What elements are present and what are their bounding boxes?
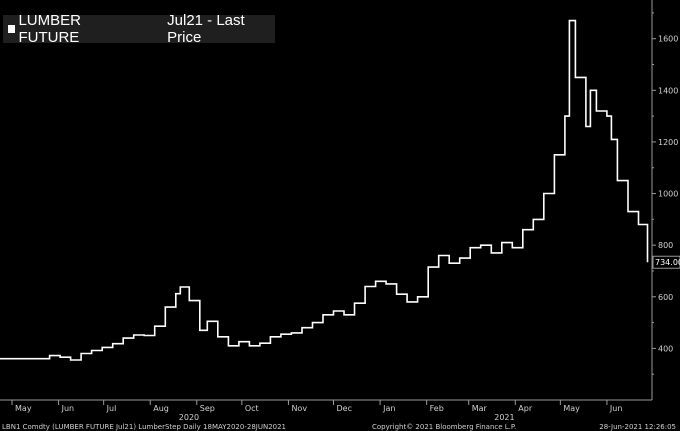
x-tick-label: Dec [337,404,352,413]
price-line [0,19,649,361]
y-tick-label: 1600 [658,35,678,44]
x-tick-label: May [15,404,32,413]
x-tick-label: Mar [472,404,488,413]
y-tick-label: 800 [658,241,673,250]
legend-swatch [8,25,16,33]
legend: LUMBER FUTURE Jul21 - Last Price [3,12,275,46]
x-tick-label: Jan [382,404,395,413]
legend-contract: Jul21 - Last Price [167,12,245,46]
last-price-box [652,255,680,269]
x-tick-label: Jun [609,404,623,413]
x-tick-label: Jun [61,404,74,413]
x-tick-label: Apr [518,404,533,413]
x-tick-label: Sep [200,404,215,413]
axis-labels: 400 600 800 1000 1200 1400 1600 May Jun Jul Aug Sep… [15,35,680,422]
x-tick-label: Feb [430,404,444,413]
y-tick-label: 600 [658,293,673,302]
x-year-label: 2020 [179,413,199,422]
x-year-label: 2021 [494,413,514,422]
x-tick-label: Nov [291,404,307,413]
last-price-label: 734.00 [655,258,680,267]
footer-timestamp: 28-Jun-2021 12:26:05 [599,423,676,431]
y-tick-label: 400 [658,344,673,353]
price-series [0,19,649,361]
footer-ticker: LBN1 Comdty (LUMBER FUTURE Jul21) Lumber… [2,423,287,431]
x-tick-label: Jul [106,404,117,413]
legend-series-name: LUMBER FUTURE [18,12,81,46]
x-tick-label: Oct [245,404,259,413]
last-price-tag: 734.00 [652,255,680,269]
x-tick-label: Aug [153,404,169,413]
y-tick-label: 1200 [658,138,678,147]
y-tick-label: 1400 [658,86,678,95]
y-tick-label: 1000 [658,190,678,199]
footer-copyright: Copyright© 2021 Bloomberg Finance L.P. [372,423,517,431]
chart-axes [0,0,656,405]
x-tick-label: May [563,404,580,413]
